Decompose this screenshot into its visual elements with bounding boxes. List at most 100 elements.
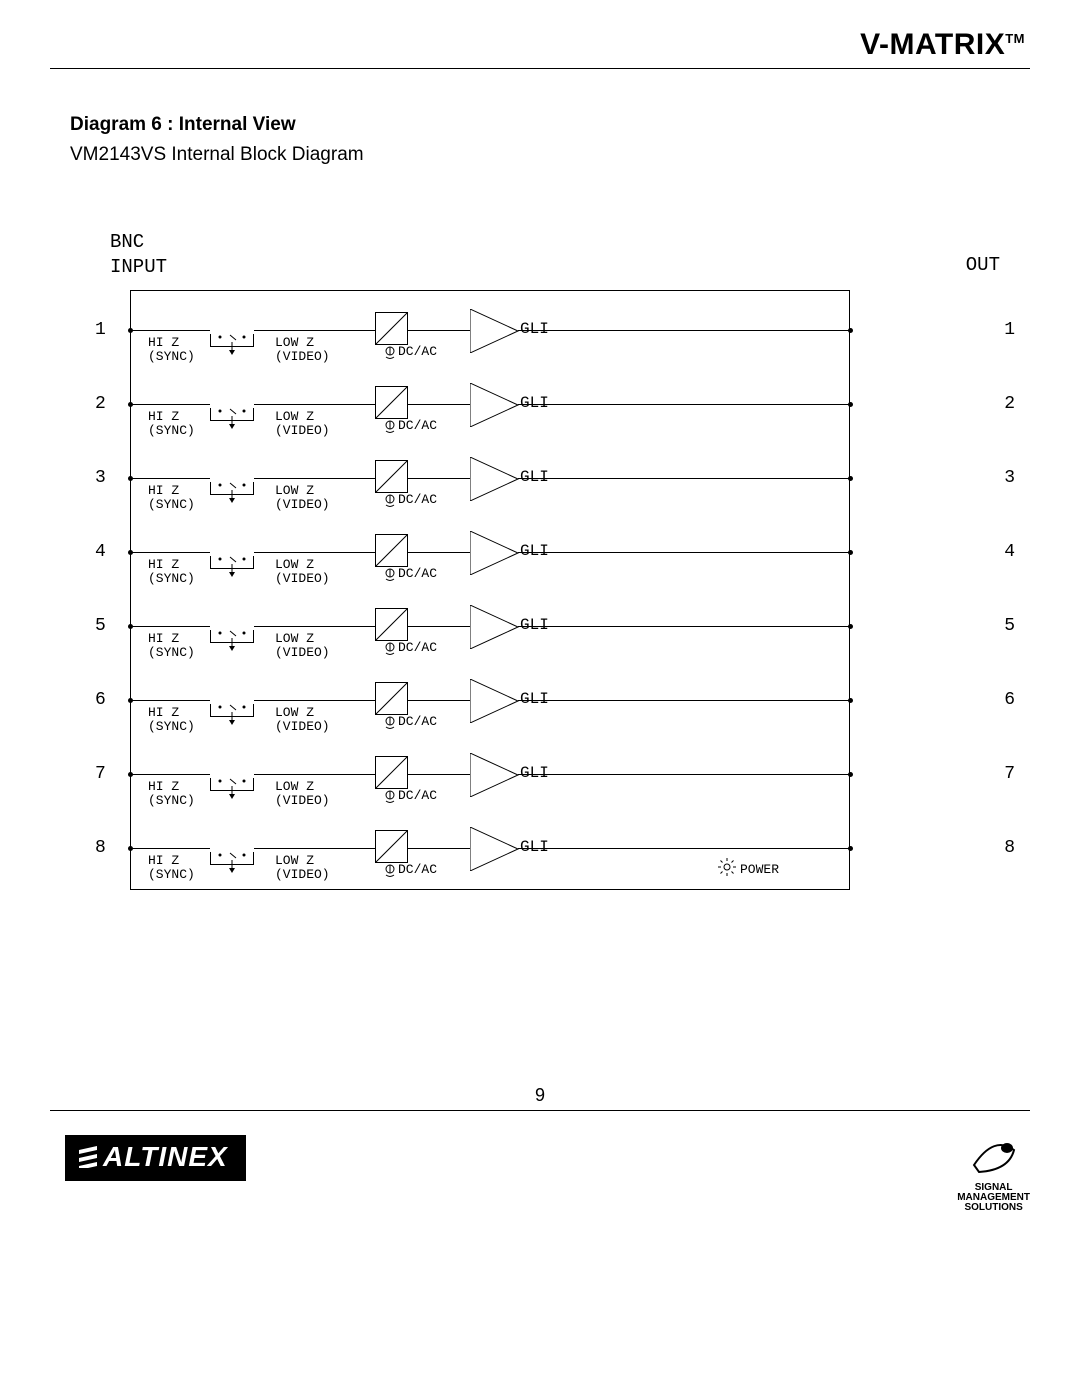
amplifier-7: [470, 753, 520, 797]
output-node-7: [848, 772, 853, 777]
line-seg: [408, 330, 470, 331]
line-seg: [408, 848, 470, 849]
line-seg: [254, 404, 375, 405]
lowz-label: LOW Z(VIDEO): [275, 410, 330, 439]
switch-lever-icon: [210, 332, 254, 356]
top-divider: [50, 68, 1030, 69]
hiz-label: HI Z(SYNC): [148, 632, 195, 661]
line-seg: [254, 848, 375, 849]
output-num-5: 5: [1004, 616, 1015, 636]
switch-lever-icon: [210, 628, 254, 652]
output-num-6: 6: [1004, 690, 1015, 710]
hiz-label: HI Z(SYNC): [148, 854, 195, 883]
hiz-label: HI Z(SYNC): [148, 336, 195, 365]
gain-diagonal-icon: [375, 682, 408, 715]
output-node-1: [848, 328, 853, 333]
dcac-label: DC/AC: [398, 492, 437, 507]
page: V-MATRIXTM Diagram 6 : Internal View VM2…: [0, 0, 1080, 1397]
gain-diagonal-icon: [375, 460, 408, 493]
output-num-1: 1: [1004, 320, 1015, 340]
hiz-label: HI Z(SYNC): [148, 706, 195, 735]
input-num-1: 1: [95, 320, 106, 340]
lowz-label: LOW Z(VIDEO): [275, 484, 330, 513]
line-seg: [408, 626, 470, 627]
input-num-3: 3: [95, 468, 106, 488]
diagram-title: Diagram 6 : Internal View: [70, 114, 296, 136]
line-seg: [130, 774, 210, 775]
line-seg: [408, 774, 470, 775]
output-node-4: [848, 550, 853, 555]
power-label: POWER: [740, 862, 779, 877]
bnc-label: BNC: [110, 230, 167, 255]
gain-diagonal-icon: [375, 386, 408, 419]
gli-label: GLI: [520, 542, 549, 560]
amplifier-3: [470, 457, 520, 501]
switch-lever-icon: [210, 406, 254, 430]
line-seg: [408, 404, 470, 405]
bottom-divider: [50, 1110, 1030, 1111]
channel-row-1: 11HI Z(SYNC)LOW Z(VIDEO)DC/ACGLI: [100, 302, 980, 362]
input-header: BNC INPUT: [110, 230, 167, 279]
input-num-2: 2: [95, 394, 106, 414]
line-seg: [254, 626, 375, 627]
switch-lever-icon: [210, 850, 254, 874]
line-seg: [254, 552, 375, 553]
brand-tm: TM: [1005, 31, 1025, 46]
lowz-label: LOW Z(VIDEO): [275, 854, 330, 883]
line-seg: [130, 848, 210, 849]
line-seg: [254, 700, 375, 701]
hiz-label: HI Z(SYNC): [148, 410, 195, 439]
gli-label: GLI: [520, 468, 549, 486]
hiz-label: HI Z(SYNC): [148, 484, 195, 513]
line-seg: [518, 700, 850, 701]
gain-diagonal-icon: [375, 608, 408, 641]
amplifier-5: [470, 605, 520, 649]
gain-diagonal-icon: [375, 534, 408, 567]
gain-diagonal-icon: [375, 756, 408, 789]
diagram-subtitle: VM2143VS Internal Block Diagram: [70, 144, 364, 166]
footer-swoosh-icon: [969, 1130, 1019, 1180]
footer-company-logo: ALTINEX: [65, 1135, 246, 1181]
channel-row-6: 66HI Z(SYNC)LOW Z(VIDEO)DC/ACGLI: [100, 672, 980, 732]
switch-lever-icon: [210, 480, 254, 504]
dcac-trim-icon: [383, 716, 397, 730]
switch-lever-icon: [210, 702, 254, 726]
line-seg: [130, 700, 210, 701]
line-seg: [130, 330, 210, 331]
output-node-8: [848, 846, 853, 851]
dcac-trim-icon: [383, 346, 397, 360]
switch-lever-icon: [210, 776, 254, 800]
power-led-icon: [718, 858, 736, 876]
hiz-label: HI Z(SYNC): [148, 780, 195, 809]
line-seg: [254, 478, 375, 479]
output-node-2: [848, 402, 853, 407]
line-seg: [518, 552, 850, 553]
line-seg: [518, 330, 850, 331]
footer-tagline: SIGNAL MANAGEMENT SOLUTIONS: [957, 1130, 1030, 1213]
logo-stripes-icon: [79, 1143, 99, 1175]
channel-row-4: 44HI Z(SYNC)LOW Z(VIDEO)DC/ACGLI: [100, 524, 980, 584]
input-num-5: 5: [95, 616, 106, 636]
output-num-7: 7: [1004, 764, 1015, 784]
line-seg: [130, 478, 210, 479]
channel-row-7: 77HI Z(SYNC)LOW Z(VIDEO)DC/ACGLI: [100, 746, 980, 806]
channel-row-2: 22HI Z(SYNC)LOW Z(VIDEO)DC/ACGLI: [100, 376, 980, 436]
line-seg: [254, 330, 375, 331]
line-seg: [130, 552, 210, 553]
gli-label: GLI: [520, 764, 549, 782]
line-seg: [254, 774, 375, 775]
line-seg: [130, 626, 210, 627]
line-seg: [408, 478, 470, 479]
gain-diagonal-icon: [375, 830, 408, 863]
footer-company-name: ALTINEX: [103, 1141, 228, 1172]
lowz-label: LOW Z(VIDEO): [275, 706, 330, 735]
lowz-label: LOW Z(VIDEO): [275, 558, 330, 587]
dcac-trim-icon: [383, 790, 397, 804]
dcac-trim-icon: [383, 420, 397, 434]
input-num-8: 8: [95, 838, 106, 858]
dcac-trim-icon: [383, 494, 397, 508]
dcac-label: DC/AC: [398, 344, 437, 359]
tagline-line3: SOLUTIONS: [957, 1203, 1030, 1213]
gli-label: GLI: [520, 690, 549, 708]
output-node-6: [848, 698, 853, 703]
